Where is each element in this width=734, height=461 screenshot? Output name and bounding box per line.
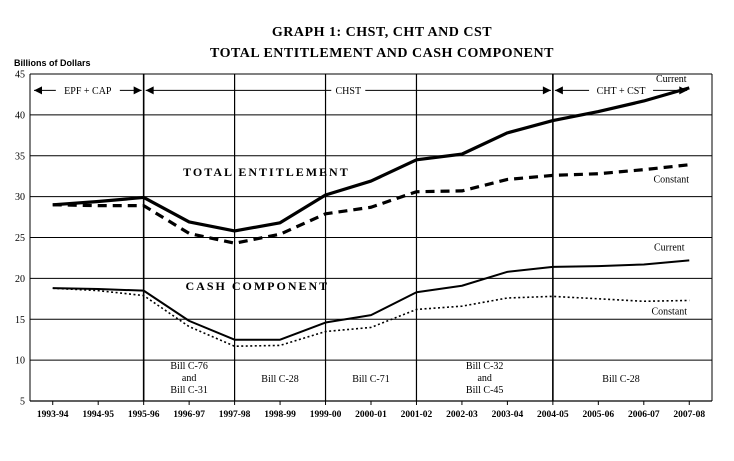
chart-title: GRAPH 1: CHST, CHT AND CST bbox=[272, 25, 492, 40]
y-tick-label: 20 bbox=[15, 274, 25, 285]
series-layer bbox=[52, 86, 690, 348]
bill-label-line: Bill C-28 bbox=[261, 374, 299, 385]
series-line-3 bbox=[52, 287, 690, 348]
bill-label: Bill C-28 bbox=[261, 374, 299, 385]
series-name-label: Constant bbox=[653, 175, 689, 186]
x-tick-label: 2005-06 bbox=[582, 410, 614, 420]
bill-label: Bill C-28 bbox=[602, 374, 640, 385]
y-tick-label: 40 bbox=[15, 110, 25, 121]
series-line-0 bbox=[52, 86, 690, 233]
y-tick-label: 35 bbox=[15, 151, 25, 162]
y-tick-label: 10 bbox=[15, 356, 25, 367]
period-annotations: EPF + CAP CHST CHT + CST bbox=[34, 86, 688, 97]
series-name-label: Constant bbox=[651, 306, 687, 317]
x-tick-label: 1994-95 bbox=[82, 410, 114, 420]
section-label: TOTAL ENTITLEMENT bbox=[183, 165, 350, 179]
x-tick-label: 1998-99 bbox=[264, 410, 296, 420]
x-tick-label: 1997-98 bbox=[219, 410, 251, 420]
y-tick-label: 45 bbox=[15, 70, 25, 81]
x-tick-label: 2007-08 bbox=[673, 410, 705, 420]
bill-label-line: Bill C-71 bbox=[352, 374, 390, 385]
series-line-1 bbox=[52, 163, 690, 245]
y-tick-label: 25 bbox=[15, 233, 25, 244]
section-label: CASH COMPONENT bbox=[185, 279, 329, 293]
x-tick-label: 2001-02 bbox=[401, 410, 433, 420]
arrowhead-right bbox=[542, 86, 551, 95]
series-name-label: Current bbox=[654, 242, 685, 253]
x-tick-label: 2003-04 bbox=[492, 410, 524, 420]
arrowhead-left bbox=[145, 86, 154, 95]
period-label: EPF + CAP bbox=[64, 86, 112, 97]
grid-layer bbox=[30, 73, 712, 401]
y-tick-label: 30 bbox=[15, 192, 25, 203]
bill-label-line: Bill C-45 bbox=[466, 385, 504, 396]
series-name-label: Current bbox=[656, 74, 687, 85]
period-label: CHT + CST bbox=[597, 86, 646, 97]
arrowhead-left bbox=[34, 86, 42, 95]
arrowhead-right bbox=[133, 86, 142, 95]
arrowhead-left bbox=[554, 86, 563, 95]
axis-layer: 5 10 15 20 25 30 35 40 45 1993-94 1994-95 1995-96 19… bbox=[15, 70, 713, 420]
x-tick-label: 1999-00 bbox=[310, 410, 342, 420]
bill-label-line: Bill C-76 bbox=[170, 361, 208, 372]
y-axis-label: Billions of Dollars bbox=[14, 58, 91, 68]
y-tick-label: 15 bbox=[15, 315, 25, 326]
period-label: CHST bbox=[335, 86, 361, 97]
chart-subtitle: TOTAL ENTITLEMENT AND CASH COMPONENT bbox=[210, 46, 554, 61]
label-layer: Current Constant Current Constant TOTAL ENTI… bbox=[183, 74, 689, 318]
x-tick-label: 1995-96 bbox=[128, 410, 160, 420]
x-tick-label: 2004-05 bbox=[537, 410, 569, 420]
bill-label: Bill C-76 and Bill C-31 bbox=[170, 361, 208, 396]
x-tick-label: 2000-01 bbox=[355, 410, 387, 420]
series-line-2 bbox=[52, 259, 690, 341]
bill-label-line: and bbox=[182, 373, 196, 384]
x-tick-label: 2002-03 bbox=[446, 410, 478, 420]
bill-label-line: and bbox=[477, 373, 491, 384]
x-tick-label: 1993-94 bbox=[37, 410, 69, 420]
y-tick-label: 5 bbox=[20, 397, 25, 408]
x-tick-label: 2006-07 bbox=[628, 410, 660, 420]
bill-label-line: Bill C-31 bbox=[170, 385, 208, 396]
bill-label-line: Bill C-28 bbox=[602, 374, 640, 385]
x-tick-label: 1996-97 bbox=[173, 410, 205, 420]
bill-label: Bill C-71 bbox=[352, 374, 390, 385]
bill-label: Bill C-32 and Bill C-45 bbox=[466, 361, 504, 396]
bill-label-line: Bill C-32 bbox=[466, 361, 504, 372]
